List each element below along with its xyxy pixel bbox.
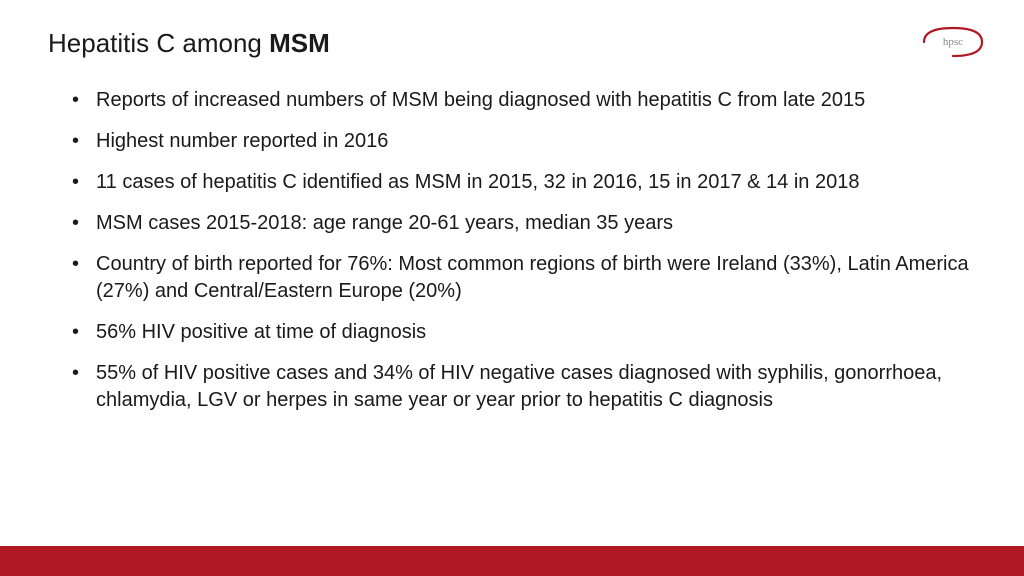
list-item: 55% of HIV positive cases and 34% of HIV… xyxy=(72,360,976,414)
list-item: MSM cases 2015-2018: age range 20-61 yea… xyxy=(72,210,976,237)
title-prefix: Hepatitis C among xyxy=(48,28,269,58)
list-item: 56% HIV positive at time of diagnosis xyxy=(72,319,976,346)
list-item: Country of birth reported for 76%: Most … xyxy=(72,251,976,305)
slide-title: Hepatitis C among MSM xyxy=(48,28,976,59)
logo-text: hpsc xyxy=(943,36,963,48)
footer-bar xyxy=(0,546,1024,576)
hpsc-logo: hpsc xyxy=(918,22,988,62)
list-item: Highest number reported in 2016 xyxy=(72,128,976,155)
title-bold: MSM xyxy=(269,28,330,58)
list-item: Reports of increased numbers of MSM bein… xyxy=(72,87,976,114)
list-item: 11 cases of hepatitis C identified as MS… xyxy=(72,169,976,196)
slide: hpsc Hepatitis C among MSM Reports of in… xyxy=(0,0,1024,576)
bullet-list: Reports of increased numbers of MSM bein… xyxy=(48,87,976,414)
